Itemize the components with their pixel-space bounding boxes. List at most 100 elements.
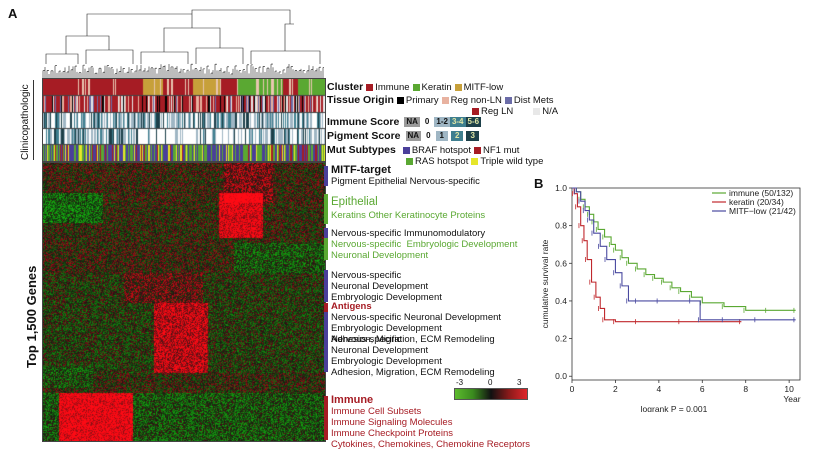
swatch-dist-mets bbox=[504, 96, 512, 104]
x-tick-label: 6 bbox=[700, 384, 705, 394]
row-label-immune-score: Immune Score bbox=[327, 116, 400, 128]
y-tick-label: 0.4 bbox=[555, 296, 567, 306]
dendrogram-branches bbox=[42, 9, 324, 78]
track-legend-immune-score: Immune Score NA 0 1-2 3-4 5-6 bbox=[327, 116, 484, 128]
y-axis-label: cumulative survival rate bbox=[540, 239, 550, 328]
dendrogram bbox=[42, 9, 324, 78]
x-tick-label: 2 bbox=[613, 384, 618, 394]
legend-immune: Immune bbox=[375, 81, 410, 93]
x-tick-label: 8 bbox=[743, 384, 748, 394]
group-bar-epithelial bbox=[324, 194, 328, 224]
swatch-reg-ln bbox=[472, 108, 479, 115]
group-bar-antigens bbox=[324, 303, 328, 312]
gene-group-epithelial: Epithelial Keratins Other Keratinocyte P… bbox=[331, 196, 485, 221]
color-key-tick-max: 3 bbox=[517, 378, 522, 387]
clinicopathologic-label: Clinicopathologic bbox=[20, 84, 31, 160]
swatch-immune bbox=[366, 83, 374, 91]
color-key-tick-min: -3 bbox=[456, 378, 464, 387]
group-bar-nervous-3 bbox=[324, 312, 328, 342]
annotation-track-canvas bbox=[43, 79, 325, 161]
legend-ras: RAS hotspot bbox=[415, 156, 469, 167]
row-label-pigment-score: Pigment Score bbox=[327, 130, 401, 142]
clinicopathologic-tracks bbox=[42, 78, 326, 162]
x-axis-label: Year bbox=[783, 394, 800, 404]
x-tick-label: 0 bbox=[570, 384, 575, 394]
group-line: Adhesion, Migration, ECM Remodeling bbox=[331, 367, 495, 378]
track-legend-pigment-score: Pigment Score NA 0 1 2 3 bbox=[327, 130, 482, 142]
color-key-gradient bbox=[454, 388, 528, 400]
swatch-ras bbox=[406, 158, 413, 165]
plot-frame bbox=[571, 187, 801, 381]
track-legend-tissue: Tissue Origin Primary Reg non-LN Dist Me… bbox=[327, 94, 558, 117]
legend-triple-wt: Triple wild type bbox=[480, 156, 544, 167]
track-legend-mut-subtypes: Mut Subtypes BRAF hotspot NF1 mut RAS ho… bbox=[327, 144, 543, 167]
group-line: Nervous-specific Embryologic Development bbox=[331, 239, 518, 250]
clin-bracket bbox=[33, 80, 38, 160]
track-legend-cluster: Cluster Immune Keratin MITF-low bbox=[327, 81, 503, 93]
legend-mitf-low: MITF-low bbox=[463, 81, 504, 93]
group-line: Embryologic Development bbox=[331, 356, 442, 367]
immune-score-5-6: 5-6 bbox=[465, 117, 482, 127]
gene-group-antigens: Antigens Nervous-specific Neuronal Devel… bbox=[331, 301, 501, 345]
legend-reg-ln: Reg LN bbox=[481, 106, 514, 117]
row-label-tissue: Tissue Origin bbox=[327, 94, 394, 106]
immune-score-0: 0 bbox=[422, 117, 432, 127]
group-line: Neuronal Development bbox=[331, 345, 429, 356]
group-bar-immune bbox=[324, 396, 328, 440]
swatch-na bbox=[533, 108, 541, 115]
gene-group-mitf: MITF-target Pigment Epithelial Nervous-s… bbox=[331, 164, 480, 187]
group-line: Nervous-specific Neuronal Development bbox=[331, 312, 502, 323]
heatmap-color-key: -3 0 3 bbox=[454, 378, 528, 400]
group-bar-nervous-2 bbox=[324, 270, 328, 302]
group-title-epithelial: Epithelial bbox=[331, 196, 378, 208]
pigment-score-0: 0 bbox=[424, 131, 433, 141]
legend-keratin: Keratin bbox=[421, 81, 452, 93]
group-line: Keratins Other Keratinocyte Proteins bbox=[331, 210, 486, 221]
group-line: Neuronal Development bbox=[331, 281, 429, 292]
panel-a-label: A bbox=[8, 6, 18, 21]
legend-braf: BRAF hotspot bbox=[411, 144, 471, 156]
series-line-2 bbox=[572, 187, 796, 321]
group-line: Embryologic Development bbox=[331, 323, 442, 334]
swatch-mitf-low bbox=[454, 83, 462, 91]
logrank-annotation: logrank P = 0.001 bbox=[641, 404, 708, 412]
x-tick-label: 4 bbox=[656, 384, 661, 394]
gene-group-immune: Immune Immune Cell Subsets Immune Signal… bbox=[331, 394, 530, 450]
group-line: Immune Checkpoint Proteins bbox=[331, 428, 453, 439]
legend-label-2: MITF−low (21/42) bbox=[729, 206, 796, 216]
legend-dist-mets: Dist Mets bbox=[513, 94, 554, 106]
pigment-score-2: 2 bbox=[451, 131, 464, 141]
panel-b-label: B bbox=[534, 176, 544, 191]
swatch-primary bbox=[396, 96, 404, 104]
y-tick-label: 1.0 bbox=[555, 183, 567, 193]
group-line: Neuronal Development bbox=[331, 250, 429, 261]
swatch-triple-wt bbox=[471, 158, 479, 165]
legend-label-0: immune (50/132) bbox=[729, 188, 793, 198]
series-line-1 bbox=[572, 187, 742, 323]
group-line: Cytokines, Chemokines, Chemokine Recepto… bbox=[331, 439, 531, 450]
pigment-score-na: NA bbox=[405, 131, 422, 141]
group-line: Embryologic Development bbox=[331, 292, 442, 303]
gene-group-nervous-4: Nervous-specific Neuronal Development Em… bbox=[331, 334, 495, 378]
swatch-keratin bbox=[412, 83, 420, 91]
row-label-mut-subtypes: Mut Subtypes bbox=[327, 144, 396, 156]
group-bar-mitf bbox=[324, 166, 328, 186]
group-title-antigens: Antigens bbox=[331, 301, 372, 312]
immune-score-1-2: 1-2 bbox=[434, 117, 450, 127]
legend-primary: Primary bbox=[405, 94, 439, 106]
expression-heatmap bbox=[42, 162, 326, 442]
immune-score-na: NA bbox=[404, 117, 420, 127]
row-label-cluster: Cluster bbox=[327, 81, 364, 93]
swatch-braf bbox=[402, 146, 410, 154]
gene-group-nervous-2: Nervous-specific Neuronal Development Em… bbox=[331, 270, 442, 303]
swatch-reg-non-ln bbox=[441, 96, 449, 104]
immune-score-3-4: 3-4 bbox=[449, 117, 466, 127]
legend-label-1: keratin (20/34) bbox=[729, 197, 784, 207]
y-tick-label: 0.8 bbox=[555, 221, 567, 231]
group-line: Immune Signaling Molecules bbox=[331, 417, 453, 428]
group-line: Nervous-specific bbox=[331, 334, 402, 345]
group-line: Pigment Epithelial Nervous-specific bbox=[331, 176, 480, 187]
series-line-0 bbox=[572, 187, 796, 311]
y-tick-label: 0.2 bbox=[555, 334, 567, 344]
